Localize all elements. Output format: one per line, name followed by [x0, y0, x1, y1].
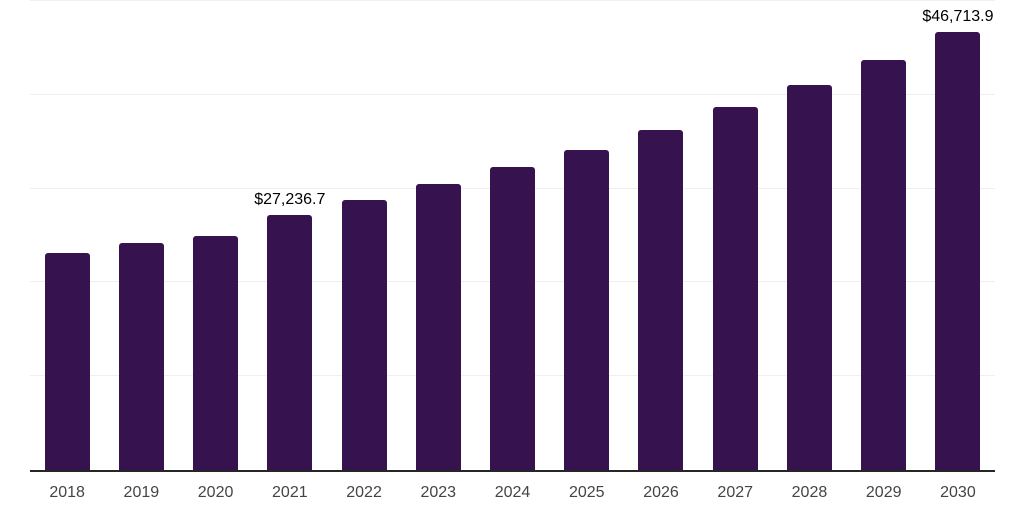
- data-label-2021: $27,236.7: [254, 190, 326, 208]
- bar-slot-2028: [772, 1, 846, 470]
- x-tick-label-2028: 2028: [791, 484, 828, 501]
- bar-slot-2030: $46,713.9: [921, 1, 995, 470]
- x-tick-label-2023: 2023: [420, 484, 457, 501]
- bar-2026: [638, 129, 684, 470]
- bar-slot-2019: [104, 1, 178, 470]
- x-tick-label-2029: 2029: [865, 484, 902, 501]
- bar-slot-2029: [847, 1, 921, 470]
- bar-2022: [341, 200, 387, 470]
- bar-slot-2025: [550, 1, 624, 470]
- bar-2025: [564, 149, 610, 470]
- bar-slot-2018: [30, 1, 104, 470]
- x-tick-label-2022: 2022: [346, 484, 382, 501]
- x-tick-label-2021: 2021: [272, 484, 308, 501]
- x-tick-label-2024: 2024: [494, 484, 531, 501]
- bars-container: $27,236.7 $46,713.9: [30, 1, 995, 470]
- bar-2019: [118, 242, 164, 470]
- gridline-40000: [30, 93, 995, 95]
- gridline-50000: [30, 0, 995, 1]
- bar-slot-2020: [178, 1, 252, 470]
- bar-slot-2021: $27,236.7: [253, 1, 327, 470]
- bar-slot-2023: [401, 1, 475, 470]
- x-tick-label-2018: 2018: [49, 484, 85, 501]
- plot-area: $27,236.7 $46,713.9: [30, 0, 995, 472]
- x-tick-label-2026: 2026: [643, 484, 679, 501]
- bar-slot-2022: [327, 1, 401, 470]
- x-tick-label-2020: 2020: [197, 484, 234, 501]
- bar-2020: [193, 235, 239, 470]
- bar-slot-2024: [475, 1, 549, 470]
- bar-slot-2027: [698, 1, 772, 470]
- bar-2030: [935, 31, 981, 470]
- bar-2018: [44, 252, 90, 470]
- bar-2024: [490, 167, 536, 470]
- bar-2029: [861, 59, 907, 470]
- x-tick-label-2030: 2030: [940, 484, 976, 501]
- data-label-2030: $46,713.9: [922, 7, 994, 25]
- x-tick-label-2019: 2019: [123, 484, 160, 501]
- bar-2027: [712, 106, 758, 470]
- bar-slot-2026: [624, 1, 698, 470]
- x-tick-label-2027: 2027: [717, 484, 754, 501]
- x-tick-label-2025: 2025: [568, 484, 605, 501]
- bar-2028: [786, 84, 832, 470]
- bar-2023: [415, 183, 461, 470]
- x-axis-labels: 2018 2019 2020 2021 2022 2023 2024 2025 2026 2027…: [30, 484, 995, 502]
- bar-2021: [267, 214, 313, 470]
